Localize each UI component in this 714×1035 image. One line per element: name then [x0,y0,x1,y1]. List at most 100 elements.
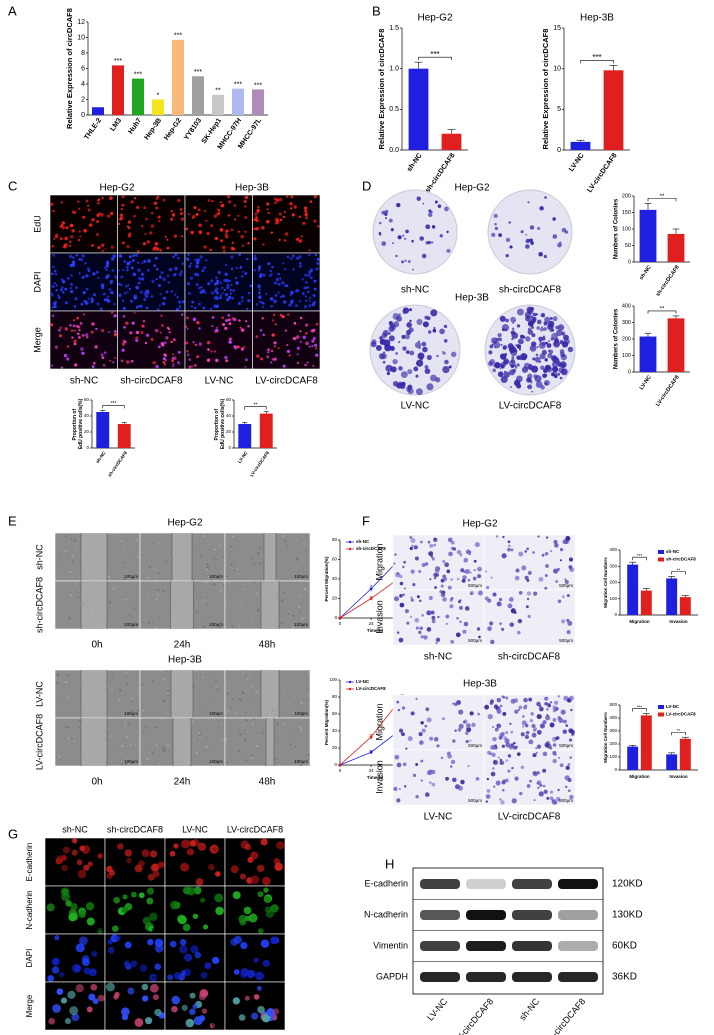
cell [538,576,544,582]
protein-label: Vimentin [373,940,408,950]
cell [145,726,148,729]
cell [420,635,424,639]
micrograph [49,310,118,370]
cell [435,641,438,645]
cell [231,698,234,701]
colony [384,217,388,220]
bar [639,336,657,372]
cell [246,307,249,310]
cell [424,792,430,797]
cell [155,247,160,251]
cell [195,213,199,217]
cell [118,254,123,258]
colony [379,338,386,345]
cell [247,291,251,295]
colony [561,363,566,368]
colony [552,217,556,221]
colony [430,241,434,244]
colony [390,228,394,232]
colony [430,211,433,214]
cell [240,601,242,604]
cell [241,244,244,247]
colony [396,202,401,208]
cell [91,322,95,326]
cell [305,299,308,302]
cell [281,281,285,285]
colony [441,350,444,353]
colony [544,382,548,386]
cell [538,791,544,797]
cell [219,296,222,300]
cell [109,738,111,740]
colony [552,357,560,364]
cell [258,265,262,269]
cell [222,323,226,327]
cell [283,268,287,271]
cell [253,581,256,584]
colony [414,341,422,349]
cell [221,739,223,742]
series-marker [369,735,373,739]
chart-title: Hep-G2 [417,13,452,24]
colony [411,239,414,243]
cell [107,295,110,298]
cell [517,708,520,711]
cell [147,259,151,263]
cell [523,697,528,703]
cell [110,688,113,691]
cell [510,608,516,614]
cell [173,843,179,849]
bar [238,424,252,448]
cell [56,582,58,584]
y-tick-label: 10 [77,34,85,41]
column-label: LV-circDCAF8 [255,376,318,387]
colony [519,357,523,361]
cell [164,359,167,362]
colony [384,344,392,352]
cell [460,568,465,573]
colony [516,383,519,386]
cell [462,720,466,724]
cell [513,741,516,745]
bar [252,89,264,115]
cell [267,262,271,266]
culture-plate [369,304,461,396]
cell [142,995,149,1002]
cell [433,543,437,547]
cell [218,623,221,626]
cell [286,255,290,259]
colony [498,233,502,237]
cell [514,776,519,781]
cell [286,313,290,316]
cell [155,277,158,281]
cell [301,711,304,714]
cell [168,331,171,334]
cell [100,213,104,217]
cell [51,957,60,966]
cell [281,534,285,538]
section-title: Hep-G2 [454,183,489,194]
cell [167,974,174,981]
cell [227,318,231,322]
colony [547,340,550,343]
colony [557,373,561,376]
cell [270,231,274,234]
legend-label: sh-NC [356,539,370,544]
cell [257,552,260,555]
cell [233,345,237,349]
y-tick-label: 0.0 [389,147,399,154]
cell [154,328,159,333]
cell [156,594,159,596]
cell [262,333,266,337]
cell [105,264,109,268]
cell [227,214,231,217]
scale-bar-label: 100μm [209,574,223,579]
cell [225,279,229,283]
bar [212,94,224,115]
cell [403,785,407,788]
cell [135,623,138,627]
y-tick-label: 0 [628,259,631,265]
cell [257,735,260,738]
cell [73,305,77,308]
